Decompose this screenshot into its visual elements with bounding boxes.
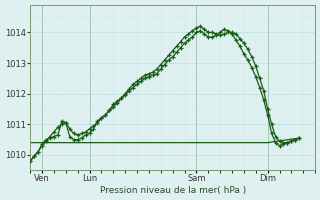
X-axis label: Pression niveau de la mer( hPa ): Pression niveau de la mer( hPa ): [100, 186, 246, 195]
